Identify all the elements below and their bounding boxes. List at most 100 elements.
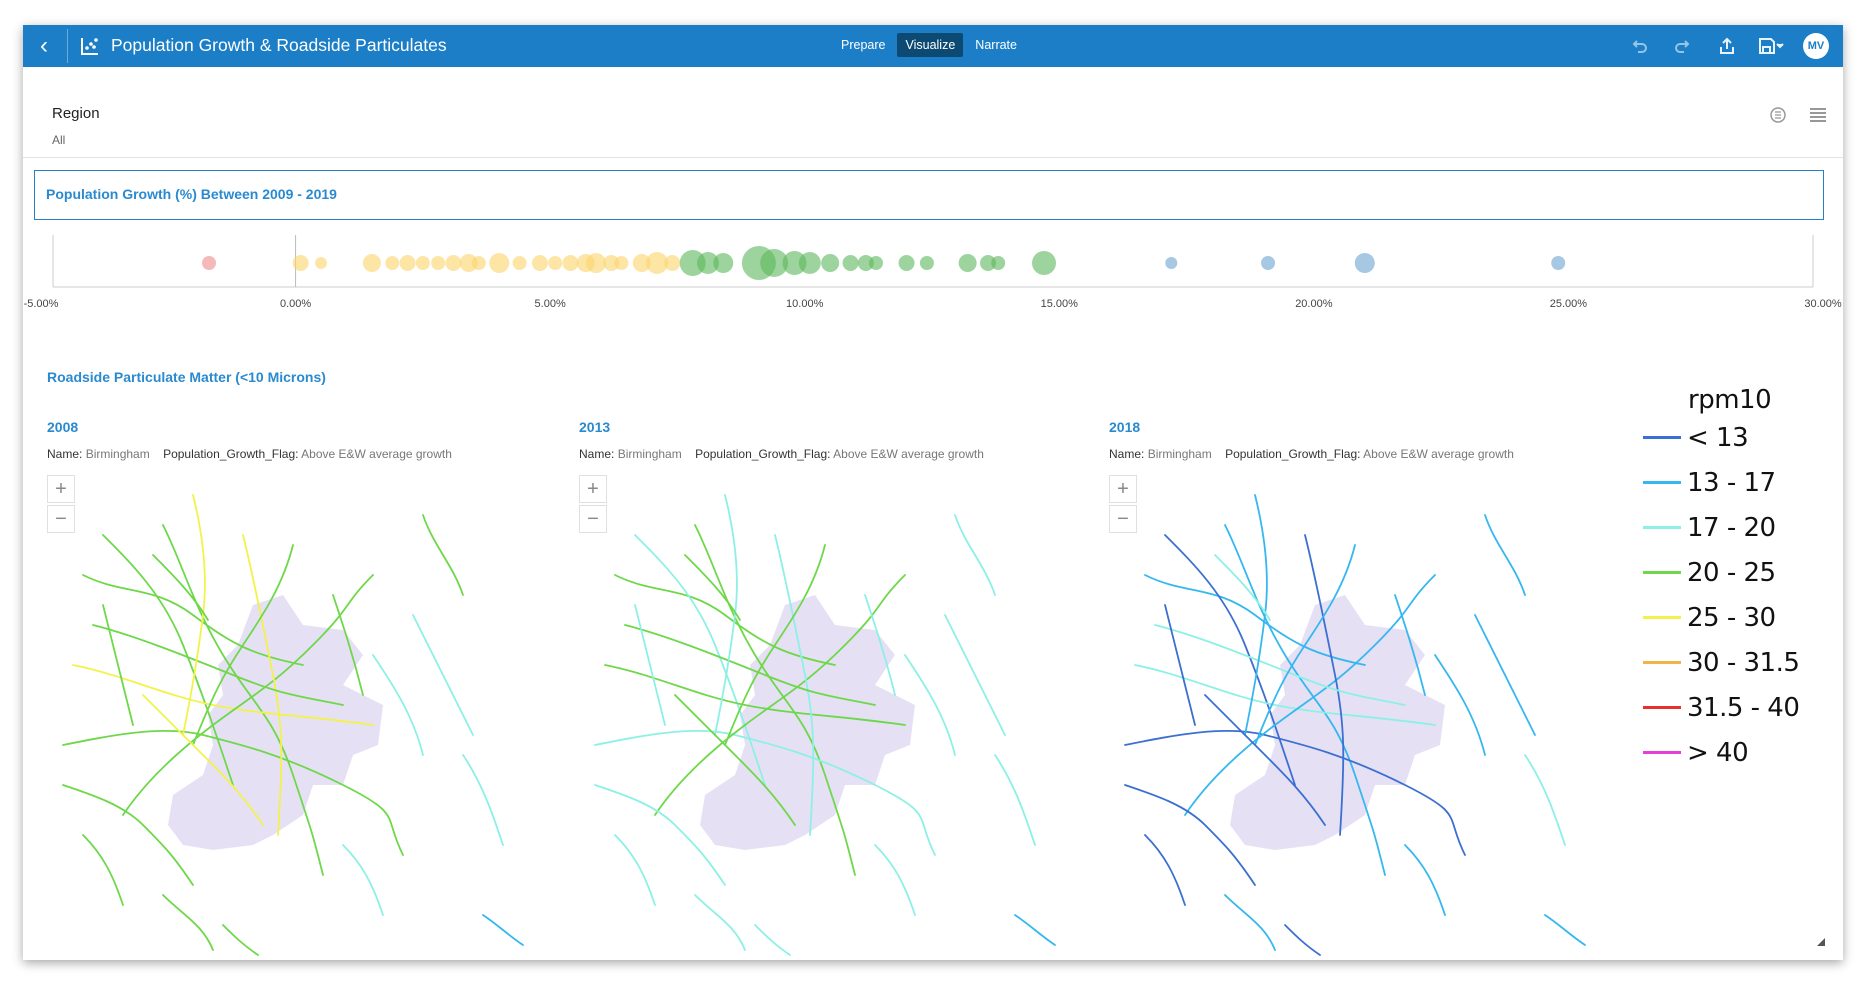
resize-handle[interactable] [1817,938,1825,946]
data-point[interactable] [459,254,478,272]
legend-item: 20 - 25 [1643,550,1843,595]
menu-icon[interactable] [1808,105,1828,125]
data-point[interactable] [713,253,734,273]
x-tick-label: 20.00% [1295,298,1333,310]
data-point[interactable] [431,256,446,270]
data-point[interactable] [646,252,669,274]
data-point[interactable] [512,256,527,270]
data-point[interactable] [531,255,548,271]
page-title: Population Growth & Roadside Particulate… [111,35,447,55]
data-point[interactable] [202,256,217,270]
toolbar-actions: MV [1617,25,1843,67]
road-segment [604,664,906,726]
road-segment [222,924,259,956]
data-point[interactable] [958,254,977,272]
road-map-2008[interactable] [43,455,563,970]
data-point[interactable] [614,256,629,270]
x-tick-label: 25.00% [1550,298,1588,310]
data-point[interactable] [857,255,874,271]
zoom-in-button[interactable]: + [1109,475,1137,503]
data-point[interactable] [399,255,416,271]
data-point[interactable] [489,253,510,273]
road-segment [954,514,996,596]
top-toolbar: ‹ Population Growth & Roadside Particula… [23,25,1843,67]
share-icon[interactable] [1705,25,1749,67]
road-segment [724,544,826,746]
data-point[interactable] [991,256,1006,270]
road-segment [1164,604,1196,726]
road-segment [1284,924,1321,956]
map-meta: Name: Birmingham Population_Growth_Flag:… [579,447,984,461]
filter-label: Region [52,105,100,122]
data-point[interactable] [798,252,821,274]
data-point[interactable] [1165,257,1178,269]
road-segment [412,614,474,736]
x-tick-label: 10.00% [786,298,824,310]
filter-value[interactable]: All [52,133,66,147]
redo-icon[interactable] [1661,25,1705,67]
data-point[interactable] [842,255,859,271]
data-point[interactable] [603,255,620,271]
tab-narrate[interactable]: Narrate [975,38,1017,52]
data-point[interactable] [696,252,719,274]
zoom-out-button[interactable]: − [47,505,75,533]
road-segment [754,924,791,956]
road-segment [1484,514,1526,596]
data-point[interactable] [415,256,430,270]
data-point[interactable] [292,255,309,271]
road-map-2018[interactable] [1105,455,1625,970]
legend-swatch [1643,616,1681,619]
data-point[interactable] [385,256,400,270]
data-point[interactable] [821,254,840,272]
road-segment [102,604,134,726]
zoom-out-button[interactable]: − [1109,505,1137,533]
flag-value: Above E&W average growth [301,447,452,461]
save-icon[interactable] [1749,25,1793,67]
x-tick-label: 15.00% [1041,298,1079,310]
flag-key: Population_Growth_Flag: [163,447,299,461]
road-segment [684,554,741,621]
region-area [700,595,915,850]
data-point[interactable] [1032,251,1057,275]
data-point[interactable] [445,255,462,271]
avatar[interactable]: MV [1803,33,1829,59]
map-panel-2018: 2018 Name: Birmingham Population_Growth_… [1109,395,1619,970]
road-segment [634,604,666,726]
tab-prepare[interactable]: Prepare [841,38,886,52]
data-point[interactable] [919,256,934,270]
road-segment [162,524,324,876]
legend-swatch [1643,526,1681,529]
data-point[interactable] [664,255,681,271]
data-point[interactable] [471,256,486,270]
data-point[interactable] [1354,253,1375,273]
road-map-2013[interactable] [575,455,1095,970]
data-point[interactable] [362,254,381,272]
data-point[interactable] [1261,256,1276,270]
undo-icon[interactable] [1617,25,1661,67]
map-meta: Name: Birmingham Population_Growth_Flag:… [47,447,452,461]
data-point[interactable] [632,254,651,272]
data-point[interactable] [562,255,579,271]
legend-label: 13 - 17 [1687,467,1776,498]
chart-title-box[interactable]: Population Growth (%) Between 2009 - 201… [34,170,1824,220]
data-point[interactable] [1551,256,1566,270]
legend-label: > 40 [1687,737,1749,768]
legend-item: 25 - 30 [1643,595,1843,640]
zoom-in-button[interactable]: + [579,475,607,503]
road-segment [142,694,264,826]
data-point[interactable] [868,256,883,270]
data-point[interactable] [980,255,997,271]
road-segment [162,894,214,951]
data-point[interactable] [548,256,563,270]
back-icon[interactable]: ‹ [40,32,48,59]
data-point[interactable] [782,251,807,275]
data-point[interactable] [760,249,789,277]
filter-settings-icon[interactable] [1768,105,1788,125]
zoom-in-button[interactable]: + [47,475,75,503]
data-point[interactable] [898,255,915,271]
zoom-out-button[interactable]: − [579,505,607,533]
data-point[interactable] [585,253,606,273]
region-area [168,595,383,850]
data-point[interactable] [315,257,328,269]
tab-visualize[interactable]: Visualize [897,33,964,57]
